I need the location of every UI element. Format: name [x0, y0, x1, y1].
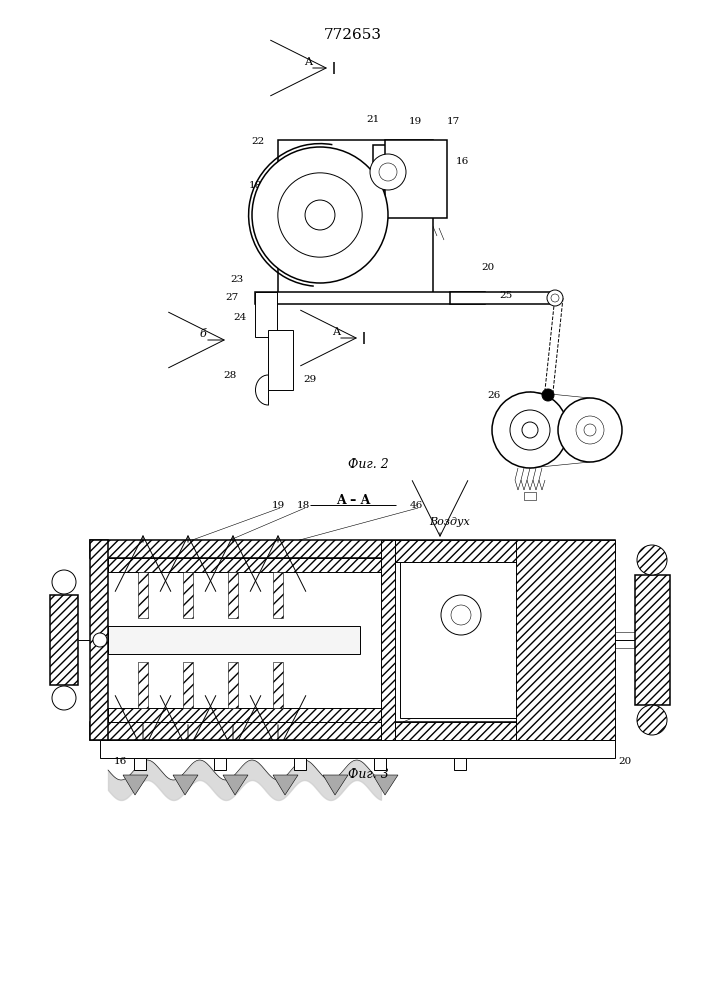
Polygon shape	[123, 775, 148, 795]
Text: 17: 17	[446, 117, 460, 126]
Bar	[138, 662, 148, 708]
Text: Воздух: Воздух	[430, 517, 470, 527]
Text: 16: 16	[113, 758, 127, 766]
Bar	[228, 662, 238, 708]
Bar	[516, 540, 615, 740]
Circle shape	[492, 392, 568, 468]
Circle shape	[451, 605, 471, 625]
Bar	[454, 758, 466, 770]
Polygon shape	[373, 775, 398, 795]
Circle shape	[305, 200, 335, 230]
Bar	[255, 292, 277, 337]
Circle shape	[637, 545, 667, 575]
Circle shape	[637, 705, 667, 735]
Bar	[183, 662, 193, 708]
Text: 19: 19	[271, 500, 285, 510]
Polygon shape	[273, 775, 298, 795]
Bar	[228, 572, 238, 618]
Text: 46: 46	[409, 500, 423, 510]
Bar	[214, 758, 226, 770]
Bar	[50, 595, 78, 685]
Text: 27: 27	[226, 294, 239, 302]
Text: A – A: A – A	[336, 493, 370, 506]
Bar	[395, 722, 527, 740]
Text: 22: 22	[252, 137, 264, 146]
Polygon shape	[323, 775, 348, 795]
Circle shape	[510, 410, 550, 450]
Bar	[395, 540, 527, 562]
Bar	[294, 758, 306, 770]
Circle shape	[52, 570, 76, 594]
Bar	[273, 572, 283, 618]
Bar	[134, 758, 146, 770]
Text: 21: 21	[366, 115, 380, 124]
Polygon shape	[223, 775, 248, 795]
Bar	[373, 145, 428, 190]
Text: 23: 23	[230, 275, 244, 284]
Bar	[388, 143, 444, 215]
Bar	[381, 540, 395, 740]
Bar	[374, 758, 386, 770]
Circle shape	[278, 173, 362, 257]
Bar	[400, 562, 521, 718]
Circle shape	[52, 686, 76, 710]
Bar	[635, 575, 670, 705]
Circle shape	[547, 290, 563, 306]
Circle shape	[551, 294, 559, 302]
Bar	[100, 740, 615, 758]
Bar	[183, 572, 193, 618]
Polygon shape	[173, 775, 198, 795]
Text: 28: 28	[223, 370, 237, 379]
Text: 25: 25	[499, 290, 513, 300]
Bar	[108, 626, 360, 654]
Circle shape	[576, 416, 604, 444]
Bar	[283, 178, 358, 252]
Circle shape	[584, 424, 596, 436]
Text: Фиг. 3: Фиг. 3	[348, 768, 388, 782]
Bar	[108, 708, 381, 722]
Circle shape	[252, 147, 388, 283]
Bar	[258, 295, 482, 301]
Text: A: A	[304, 57, 312, 67]
Circle shape	[93, 633, 107, 647]
Text: 772653: 772653	[324, 28, 382, 42]
Text: A: A	[332, 327, 340, 337]
Text: 20: 20	[481, 263, 495, 272]
Circle shape	[558, 398, 622, 462]
Bar	[278, 140, 433, 295]
Bar	[268, 330, 293, 390]
Circle shape	[441, 595, 481, 635]
Text: 26: 26	[487, 390, 501, 399]
Text: 24: 24	[233, 314, 247, 322]
Text: 18: 18	[248, 180, 262, 190]
Bar	[90, 540, 108, 740]
Bar	[385, 140, 447, 218]
Bar	[255, 292, 485, 304]
Circle shape	[370, 154, 406, 190]
Bar	[450, 292, 555, 304]
Bar	[108, 558, 381, 572]
Circle shape	[379, 163, 397, 181]
Text: 20: 20	[619, 758, 631, 766]
Bar	[524, 492, 536, 500]
Bar	[273, 662, 283, 708]
Text: 19: 19	[409, 117, 421, 126]
Circle shape	[542, 389, 554, 401]
Circle shape	[522, 422, 538, 438]
Bar	[138, 572, 148, 618]
Text: 16: 16	[455, 157, 469, 166]
Text: Фиг. 2: Фиг. 2	[348, 458, 388, 472]
Bar	[90, 722, 615, 740]
Bar	[90, 540, 615, 558]
Text: б: б	[199, 329, 206, 339]
Text: 29: 29	[303, 375, 317, 384]
Text: 18: 18	[296, 500, 310, 510]
